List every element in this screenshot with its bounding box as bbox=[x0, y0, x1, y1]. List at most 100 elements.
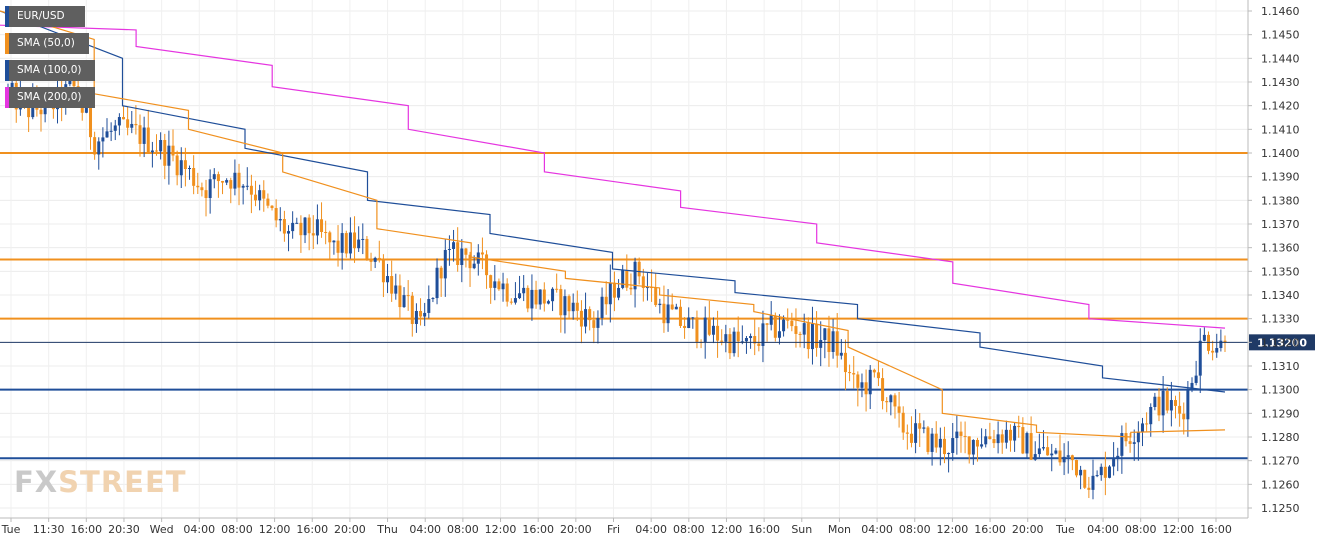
candle-body bbox=[530, 289, 534, 309]
candle-body bbox=[452, 242, 456, 249]
candle-body bbox=[612, 282, 616, 298]
y-tick-label: 1.1310 bbox=[1261, 360, 1300, 373]
candle-body bbox=[1083, 469, 1087, 488]
candle-body bbox=[777, 331, 781, 338]
candle-body bbox=[1046, 447, 1050, 456]
candle-body bbox=[105, 131, 109, 138]
candle-body bbox=[604, 296, 608, 305]
candle-body bbox=[1178, 405, 1182, 414]
candle-body bbox=[274, 208, 278, 221]
candle-body bbox=[241, 185, 245, 188]
candle-body bbox=[695, 317, 699, 342]
candle-body bbox=[563, 296, 567, 316]
candle-body bbox=[1041, 447, 1045, 449]
candle-body bbox=[142, 127, 146, 144]
candle-body bbox=[526, 287, 530, 309]
candle-body bbox=[637, 261, 641, 277]
candle-body bbox=[687, 317, 691, 329]
candle-body bbox=[1062, 456, 1066, 463]
candle-body bbox=[97, 141, 101, 155]
y-tick-label: 1.1420 bbox=[1261, 100, 1300, 113]
candle-body bbox=[794, 326, 798, 334]
candle-body bbox=[827, 328, 831, 352]
candle-body bbox=[926, 427, 930, 452]
x-tick-label: Sun bbox=[791, 523, 812, 536]
candle-body bbox=[480, 252, 484, 255]
candle-body bbox=[711, 325, 715, 335]
logo-fx: FX bbox=[14, 465, 59, 499]
candle-body bbox=[534, 289, 538, 305]
candle-body bbox=[72, 79, 76, 87]
candle-body bbox=[183, 160, 187, 170]
candle-body bbox=[980, 444, 984, 447]
candle-body bbox=[885, 401, 889, 403]
candle-body bbox=[443, 250, 447, 279]
candle-body bbox=[947, 452, 951, 455]
x-tick-label: 16:00 bbox=[974, 523, 1006, 536]
x-tick-label: 20:00 bbox=[560, 523, 592, 536]
candle-body bbox=[295, 222, 299, 224]
candle-body bbox=[84, 107, 88, 113]
candle-body bbox=[1215, 348, 1219, 353]
candle-body bbox=[1079, 469, 1083, 476]
candle-body bbox=[1161, 390, 1165, 416]
candle-body bbox=[1169, 400, 1173, 411]
candle-body bbox=[493, 281, 497, 288]
legend-sma200: SMA (200,0) bbox=[5, 87, 95, 108]
candle-body bbox=[1107, 466, 1111, 478]
candle-body bbox=[641, 276, 645, 288]
candle-body bbox=[398, 285, 402, 308]
candle-body bbox=[1186, 389, 1190, 420]
x-tick-label: 16:00 bbox=[1200, 523, 1232, 536]
candle-body bbox=[31, 99, 35, 118]
candle-body bbox=[992, 439, 996, 444]
candle-body bbox=[852, 373, 856, 375]
candle-body bbox=[683, 325, 687, 329]
candle-body bbox=[629, 287, 633, 290]
candle-body bbox=[848, 372, 852, 374]
y-tick-label: 1.1410 bbox=[1261, 123, 1300, 136]
candle-body bbox=[328, 232, 332, 243]
candle-body bbox=[881, 378, 885, 402]
x-tick-label: Mon bbox=[828, 523, 851, 536]
candle-body bbox=[971, 439, 975, 455]
current-price-label: 1.13200 bbox=[1257, 336, 1307, 349]
candle-body bbox=[134, 123, 138, 126]
candle-body bbox=[1190, 382, 1194, 390]
x-tick-label: 04:00 bbox=[409, 523, 441, 536]
candle-body bbox=[1202, 334, 1206, 341]
moving-averages bbox=[0, 10, 1226, 438]
current-price-box bbox=[1249, 334, 1315, 351]
candle-body bbox=[744, 338, 748, 342]
candle-body bbox=[1074, 460, 1078, 476]
candle-body bbox=[678, 306, 682, 326]
candle-body bbox=[439, 267, 443, 279]
candle-body bbox=[249, 185, 253, 195]
candle-body bbox=[843, 352, 847, 373]
candle-body bbox=[501, 283, 505, 290]
x-tick-label: 12:00 bbox=[711, 523, 743, 536]
candle-body bbox=[258, 190, 262, 201]
legend-sma100-swatch bbox=[5, 60, 9, 81]
candle-body bbox=[497, 281, 501, 290]
candle-body bbox=[361, 238, 365, 240]
candle-body bbox=[216, 174, 220, 182]
candle-body bbox=[716, 325, 720, 341]
candle-body bbox=[402, 295, 406, 308]
candle-body bbox=[897, 406, 901, 413]
candle-body bbox=[728, 334, 732, 354]
candle-body bbox=[988, 436, 992, 440]
candle-body bbox=[381, 258, 385, 283]
candle-body bbox=[538, 289, 542, 305]
candle-body bbox=[344, 233, 348, 254]
candle-body bbox=[130, 123, 134, 128]
candle-body bbox=[662, 303, 666, 324]
candle-body bbox=[773, 315, 777, 338]
candle-body bbox=[489, 275, 493, 288]
candle-body bbox=[332, 240, 336, 243]
candle-body bbox=[1017, 425, 1021, 428]
candle-body bbox=[431, 298, 435, 300]
candle-body bbox=[621, 270, 625, 288]
candle-body bbox=[357, 239, 361, 249]
